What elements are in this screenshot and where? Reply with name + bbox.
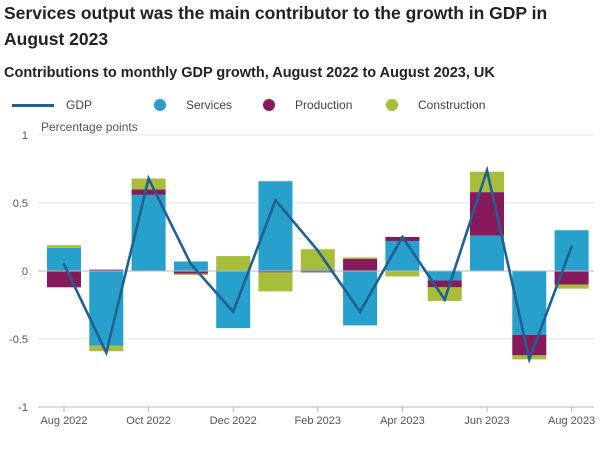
y-tick-label: 1 <box>22 130 28 142</box>
y-tick-label: -0.5 <box>9 334 28 346</box>
bar-construction <box>47 245 81 248</box>
gdp-point <box>528 358 531 361</box>
chart-subtitle: Contributions to monthly GDP growth, Aug… <box>4 65 495 81</box>
gdp-point <box>401 235 404 239</box>
gdp-point <box>316 249 320 252</box>
bar-services <box>343 271 378 326</box>
bar-production <box>258 271 293 273</box>
gdp-point <box>105 351 108 354</box>
x-tick-label: Aug 2022 <box>40 415 87 427</box>
bar-services <box>470 235 504 271</box>
bar-construction <box>258 272 293 292</box>
gdp-point <box>485 169 489 172</box>
bar-production <box>89 269 124 271</box>
bar-services <box>173 261 208 271</box>
gdp-point <box>231 310 235 314</box>
bar-construction <box>427 287 462 301</box>
bar-production <box>554 271 589 285</box>
bar-production <box>173 271 208 274</box>
bar-services <box>427 271 462 281</box>
bar-construction <box>470 171 504 193</box>
gdp-point <box>189 262 193 266</box>
x-tick-label: Dec 2022 <box>210 415 257 427</box>
x-tick-label: Apr 2023 <box>380 415 425 427</box>
x-tick-label: Feb 2023 <box>295 415 341 427</box>
bar-production <box>131 189 166 195</box>
bar-services <box>300 269 335 271</box>
gdp-point <box>358 310 362 314</box>
bar-construction <box>173 273 208 276</box>
bar-construction <box>343 257 378 259</box>
bar-services <box>554 230 589 271</box>
bar-services <box>131 194 166 271</box>
gdp-point <box>570 245 573 248</box>
bar-production <box>47 271 81 288</box>
y-tick-label: 0 <box>22 266 28 278</box>
legend-swatch-services <box>154 99 166 111</box>
legend-label-services: Services <box>186 98 233 112</box>
legend-item-gdp[interactable]: GDP <box>12 96 92 114</box>
legend-swatch-construction <box>386 99 398 111</box>
legend-label-gdp: GDP <box>66 98 93 112</box>
legend-item-services[interactable]: Services <box>154 96 232 114</box>
legend-label-production: Production <box>295 98 353 112</box>
legend-swatch-production <box>263 99 275 111</box>
bar-production <box>512 334 547 356</box>
bar-production <box>470 192 504 236</box>
y-tick-label: -1 <box>18 402 28 414</box>
x-tick-label: Aug 2023 <box>548 415 595 427</box>
legend-swatch-gdp <box>12 103 54 107</box>
bar-construction <box>216 256 251 271</box>
bar-services <box>47 247 81 271</box>
chart-legend: GDP Services Production Construction <box>12 96 602 114</box>
y-tick-label: 0.5 <box>13 198 28 210</box>
legend-item-construction[interactable]: Construction <box>386 96 485 114</box>
bar-production <box>300 271 335 273</box>
gdp-point <box>274 198 277 202</box>
bar-production <box>343 258 378 271</box>
bar-construction <box>385 271 420 277</box>
x-tick-label: Jun 2023 <box>464 415 509 427</box>
bar-construction <box>554 284 589 289</box>
legend-label-construction: Construction <box>418 98 486 112</box>
legend-item-production[interactable]: Production <box>263 96 352 114</box>
chart-title: Services output was the main contributor… <box>4 3 548 49</box>
y-axis-title: Percentage points <box>41 120 138 134</box>
gdp-point <box>147 177 150 180</box>
gdp-point <box>443 298 447 301</box>
x-tick-label: Oct 2022 <box>126 415 171 427</box>
bar-services <box>258 181 293 271</box>
gdp-point <box>62 262 66 266</box>
bar-production <box>427 280 462 288</box>
